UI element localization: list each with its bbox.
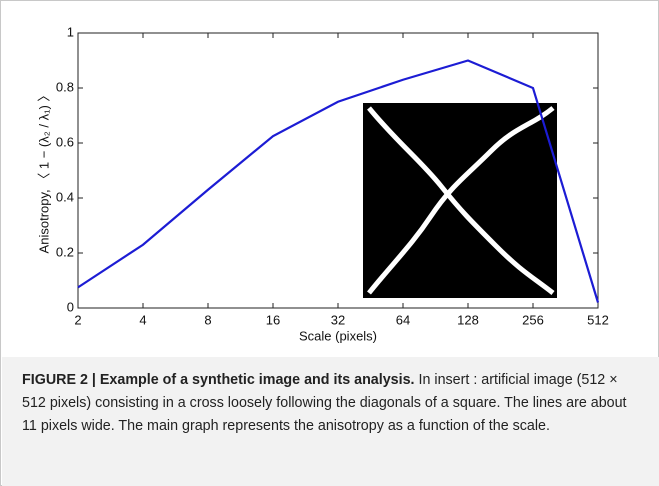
x-tick-label: 512: [587, 312, 609, 327]
x-tick-label: 4: [139, 312, 146, 327]
x-tick-label: 32: [331, 312, 345, 327]
y-tick-label: 0.4: [56, 189, 74, 204]
y-tick-label: 0.8: [56, 79, 74, 94]
y-tick-label: 0: [67, 299, 74, 314]
x-tick-label: 16: [266, 312, 280, 327]
y-tick-label: 0.2: [56, 244, 74, 259]
data-line: [77, 59, 600, 303]
x-tick-label: 256: [522, 312, 544, 327]
x-tick-label: 128: [457, 312, 479, 327]
chart: Scale (pixels) Anisotropy, 〈 1 − (λ₂ / λ…: [36, 24, 609, 343]
caption-text: In insert : artificial image (512 × 512 …: [22, 372, 627, 434]
caption-label: FIGURE 2 | Example of a synthetic image …: [22, 372, 415, 388]
caption: FIGURE 2 | Example of a synthetic image …: [2, 357, 659, 486]
x-axis-label: Scale (pixels): [299, 328, 377, 343]
x-tick-label: 8: [204, 312, 211, 327]
y-tick-label: 1: [67, 24, 74, 39]
y-axis-label: Anisotropy, 〈 1 − (λ₂ / λ₁) 〉: [36, 89, 51, 254]
inset-image: [363, 103, 557, 298]
x-tick-label: 64: [396, 312, 410, 327]
x-tick-label: 2: [74, 312, 81, 327]
y-tick-label: 0.6: [56, 134, 74, 149]
